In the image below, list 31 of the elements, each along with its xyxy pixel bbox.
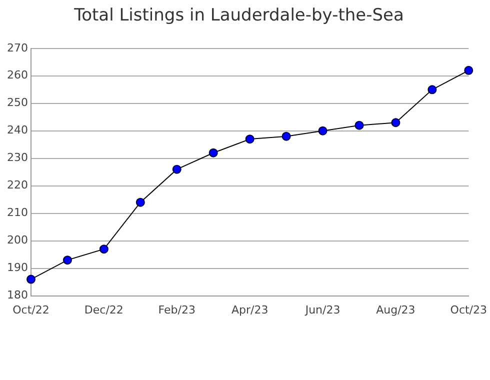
- y-tick-label: 210: [6, 206, 28, 220]
- x-tick-label: Apr/23: [231, 303, 268, 316]
- y-tick-label: 270: [6, 41, 28, 54]
- x-tick-label: Jun/23: [304, 303, 340, 316]
- point: [245, 134, 254, 144]
- x-tick-label: Oct/23: [450, 303, 488, 316]
- y-tick-label: 250: [6, 96, 28, 110]
- y-tick-label: 240: [6, 124, 28, 137]
- y-tick-label: 260: [6, 68, 28, 82]
- point: [354, 120, 364, 130]
- point: [172, 164, 182, 174]
- x-tick-label: Feb/23: [158, 303, 196, 316]
- point: [318, 126, 328, 136]
- point: [26, 274, 36, 284]
- y-tick-label: 190: [6, 261, 28, 274]
- y-tick-label: 230: [6, 151, 28, 164]
- y-tick-label: 220: [6, 178, 28, 192]
- point: [428, 85, 437, 94]
- point: [282, 132, 291, 141]
- x-tick-label: Dec/22: [84, 303, 124, 316]
- point: [136, 198, 145, 207]
- point: [62, 256, 72, 265]
- point: [464, 66, 474, 75]
- point: [208, 148, 218, 158]
- y-tick-label: 200: [6, 234, 28, 247]
- x-tick-label: Oct/22: [12, 303, 50, 316]
- y-tick-label: 180: [6, 288, 28, 302]
- x-tick-label: Aug/23: [376, 303, 416, 316]
- point: [99, 244, 108, 254]
- chart-title: Total Listings in Lauderdale-by-the-Sea: [73, 6, 404, 26]
- point: [391, 118, 400, 128]
